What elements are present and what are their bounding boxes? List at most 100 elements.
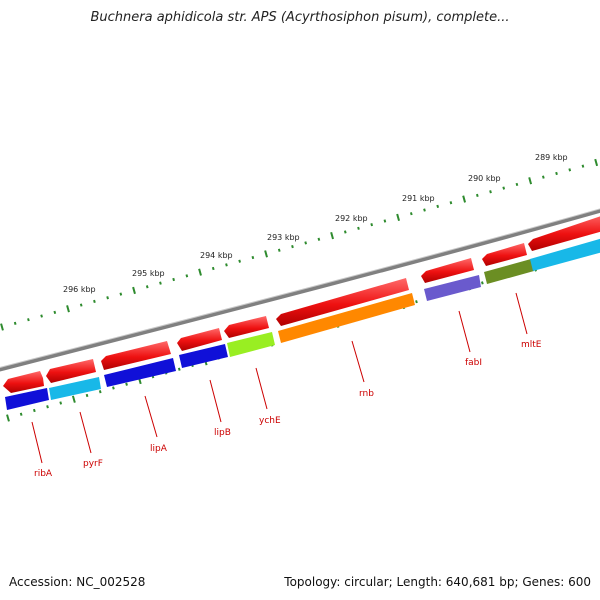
minor-tick (79, 303, 83, 307)
major-tick (264, 250, 268, 258)
minor-tick (93, 299, 96, 304)
gene-label-lipB[interactable]: lipB (214, 428, 231, 438)
gene-fabI-bar[interactable] (424, 275, 481, 301)
cds-strand-upper (3, 213, 600, 393)
gene-strand-lower (5, 236, 600, 410)
gene-labels: ribA pyrF lipA lipB ychE rnb fabI mltE (31, 292, 542, 479)
scale-label-291: 291 kbp (402, 194, 435, 203)
gene-lipA-bar[interactable] (104, 358, 176, 387)
minor-tick (480, 281, 484, 285)
minor-tick (33, 408, 36, 413)
minor-tick (46, 405, 49, 409)
minor-tick (409, 212, 413, 216)
genome-backbone (0, 208, 600, 372)
minor-tick (449, 201, 453, 205)
gene-label-lipA[interactable]: lipA (150, 444, 168, 454)
gene-mltE-bar[interactable] (484, 259, 534, 284)
minor-tick (125, 382, 128, 386)
minor-tick (145, 285, 149, 289)
gene-ychE-bar[interactable] (227, 332, 275, 357)
gene-ribA-bar[interactable] (5, 388, 49, 410)
minor-tick (59, 401, 63, 405)
minor-tick (423, 208, 426, 212)
minor-tick (185, 274, 189, 278)
scale-label-295: 295 kbp (132, 269, 165, 278)
major-tick (66, 305, 70, 313)
minor-tick (343, 230, 347, 234)
gene-lipB-bar[interactable] (179, 344, 228, 368)
cds-block[interactable] (46, 359, 96, 383)
minor-tick (475, 193, 479, 198)
minor-tick (40, 314, 43, 318)
gene-label-pyrF[interactable]: pyrF (83, 459, 103, 469)
minor-tick (568, 168, 572, 172)
scale-label-296: 296 kbp (63, 285, 96, 294)
minor-tick (277, 248, 281, 252)
cds-block[interactable] (224, 316, 269, 338)
gene-label-mltE[interactable]: mltE (521, 340, 542, 350)
major-tick (330, 231, 334, 240)
minor-tick (98, 390, 102, 394)
gene-bar-cyan[interactable] (530, 236, 600, 271)
minor-tick (251, 255, 255, 260)
scale-label-293: 293 kbp (267, 233, 300, 242)
minor-tick (555, 171, 558, 176)
scale-label-292: 292 kbp (335, 214, 368, 223)
major-tick (0, 323, 4, 331)
minor-tick (370, 223, 374, 227)
minor-tick (436, 204, 440, 208)
minor-tick (106, 296, 109, 300)
gene-label-fabI[interactable]: fabI (465, 358, 482, 368)
cds-block[interactable] (3, 371, 44, 393)
minor-tick (502, 186, 506, 190)
gene-label-rnb[interactable]: rnb (359, 389, 374, 399)
minor-tick (383, 219, 387, 223)
minor-tick (13, 321, 17, 325)
major-tick (198, 268, 202, 276)
scale-label-289: 289 kbp (535, 153, 568, 162)
cds-block[interactable] (276, 278, 409, 326)
minor-tick (238, 259, 241, 263)
major-tick (396, 213, 400, 221)
minor-tick (489, 190, 492, 194)
cds-block[interactable] (101, 341, 171, 370)
cds-block[interactable] (482, 243, 527, 266)
minor-tick (225, 263, 228, 267)
minor-tick (177, 367, 181, 371)
minor-tick (581, 164, 585, 168)
gene-pyrF-bar[interactable] (49, 377, 101, 400)
major-tick (462, 195, 467, 203)
minor-tick (27, 318, 30, 322)
minor-tick (112, 386, 115, 390)
scale-label-290: 290 kbp (468, 174, 501, 183)
major-tick (528, 177, 533, 185)
minor-tick (304, 241, 308, 245)
gene-rnb-bar[interactable] (278, 293, 415, 343)
minor-tick (211, 266, 215, 271)
minor-tick (85, 393, 89, 398)
major-tick (6, 414, 10, 422)
major-tick (71, 395, 76, 403)
minor-tick (357, 226, 360, 230)
cds-block[interactable] (528, 213, 600, 251)
major-tick (132, 286, 136, 295)
minor-tick (172, 277, 175, 282)
cds-block[interactable] (177, 328, 222, 351)
minor-tick (542, 175, 545, 179)
scale-label-294: 294 kbp (200, 251, 233, 260)
minor-tick (19, 412, 23, 416)
minor-tick (291, 244, 294, 249)
outer-scale (0, 158, 599, 331)
map-title: Buchnera aphidicola str. APS (Acyrthosip… (90, 10, 510, 25)
gene-label-ychE[interactable]: ychE (259, 416, 281, 426)
minor-tick (159, 281, 162, 285)
genome-summary: Topology: circular; Length: 640,681 bp; … (284, 575, 591, 589)
accession-label: Accession: NC_002528 (9, 575, 146, 589)
gene-label-ribA[interactable]: ribA (34, 469, 53, 479)
minor-tick (119, 292, 123, 296)
minor-tick (317, 237, 321, 241)
minor-tick (53, 310, 57, 314)
cds-block[interactable] (421, 258, 474, 283)
minor-tick (515, 182, 519, 187)
